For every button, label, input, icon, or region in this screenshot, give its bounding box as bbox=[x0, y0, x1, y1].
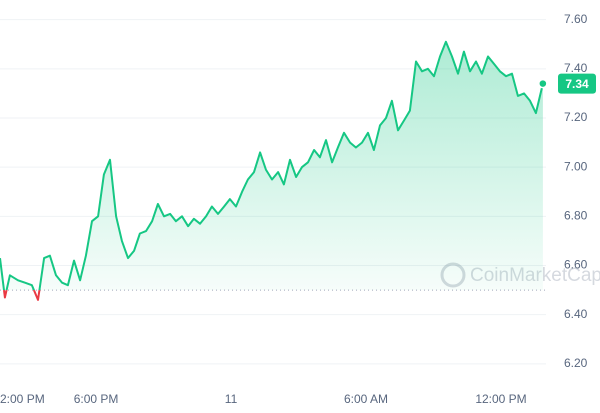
x-tick-label: 6:00 PM bbox=[74, 392, 119, 406]
price-badge bbox=[558, 73, 596, 94]
y-tick-label: 7.20 bbox=[564, 110, 588, 124]
x-tick-label: 12:00 PM bbox=[475, 392, 526, 406]
area-fill bbox=[0, 41, 543, 291]
x-tick-label: 11 bbox=[225, 392, 238, 406]
y-tick-label: 6.20 bbox=[564, 356, 588, 370]
y-tick-label: 7.40 bbox=[564, 61, 588, 75]
x-tick-label: 2:00 PM bbox=[0, 392, 45, 406]
y-tick-label: 6.80 bbox=[564, 209, 588, 223]
y-tick-label: 7.60 bbox=[564, 12, 588, 26]
price-line bbox=[0, 40, 544, 291]
last-point bbox=[538, 78, 548, 89]
y-tick-label: 6.40 bbox=[564, 307, 588, 321]
y-tick-label: 6.60 bbox=[564, 258, 588, 272]
price-badge-label: 7.34 bbox=[565, 77, 589, 91]
x-tick-label: 6:00 AM bbox=[344, 392, 388, 406]
y-tick-label: 7.00 bbox=[564, 159, 588, 173]
